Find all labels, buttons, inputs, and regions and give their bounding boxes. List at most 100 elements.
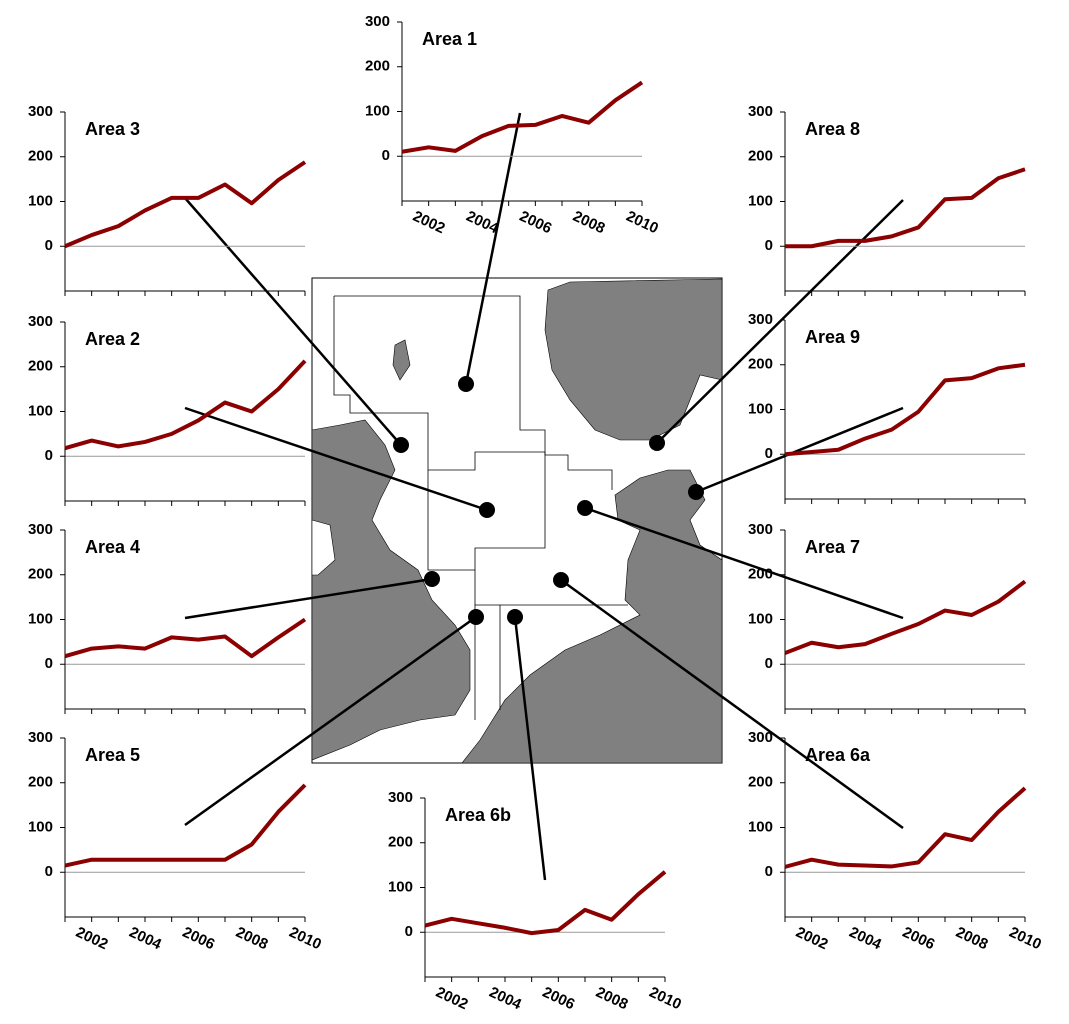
y-tick-label: 0 xyxy=(765,655,773,672)
y-tick-label: 200 xyxy=(365,58,390,75)
leader-line xyxy=(184,406,488,512)
x-tick-label: 2008 xyxy=(953,924,990,954)
data-line xyxy=(64,617,307,659)
x-tick-label: 2008 xyxy=(593,984,630,1014)
y-tick-label: 200 xyxy=(28,774,53,791)
area-dot xyxy=(393,437,409,453)
x-tick-label: 2002 xyxy=(793,924,830,954)
map-land-east xyxy=(461,278,723,764)
map-area-borders xyxy=(333,295,628,720)
leader-line xyxy=(695,406,904,494)
y-tick-label: 0 xyxy=(765,237,773,254)
area-dot xyxy=(507,609,523,625)
chart-panel: 0 100 200 300 2002 2004 2006 2008 2010 Area 6b xyxy=(388,789,684,1014)
x-tick-label: 2006 xyxy=(180,924,217,954)
y-tick-label: 100 xyxy=(28,402,53,419)
y-tick-label: 300 xyxy=(28,521,53,538)
x-tick-label: 2010 xyxy=(647,984,684,1014)
chart-title: Area 2 xyxy=(85,329,140,349)
y-tick-label: 100 xyxy=(748,818,773,835)
y-tick-label: 200 xyxy=(28,566,53,583)
x-tick-label: 2004 xyxy=(127,924,165,954)
y-tick-label: 0 xyxy=(45,655,53,672)
x-tick-label: 2004 xyxy=(847,924,885,954)
map-island xyxy=(392,339,411,381)
chart-panel: 0 100 200 300 Area 2 xyxy=(28,313,307,506)
y-tick-label: 100 xyxy=(748,610,773,627)
leader-line xyxy=(464,112,522,385)
map-land-britain xyxy=(311,419,471,761)
y-tick-label: 100 xyxy=(748,400,773,417)
map xyxy=(311,277,723,764)
x-tick-label: 2002 xyxy=(73,924,110,954)
chart-title: Area 9 xyxy=(805,327,860,347)
x-tick-label: 2008 xyxy=(233,924,270,954)
leader-lines xyxy=(184,112,904,881)
chart-panel: 0 100 200 300 Area 3 xyxy=(28,103,307,296)
x-tick-label: 2006 xyxy=(517,208,554,238)
y-tick-label: 0 xyxy=(45,447,53,464)
data-line xyxy=(784,579,1027,655)
y-tick-label: 100 xyxy=(748,192,773,209)
area-dot xyxy=(424,571,440,587)
x-tick-label: 2008 xyxy=(570,208,607,238)
data-line xyxy=(401,80,644,154)
y-tick-label: 0 xyxy=(45,863,53,880)
chart-title: Area 1 xyxy=(422,29,477,49)
x-tick-label: 2010 xyxy=(1007,924,1044,954)
leader-line xyxy=(560,578,904,830)
leader-line xyxy=(584,506,904,620)
y-tick-label: 200 xyxy=(748,566,773,583)
chart-panel: 0 100 200 300 Area 4 xyxy=(28,521,307,714)
y-tick-label: 300 xyxy=(748,311,773,328)
y-tick-label: 300 xyxy=(365,13,390,30)
y-tick-label: 100 xyxy=(28,818,53,835)
data-line xyxy=(64,359,307,451)
y-tick-label: 300 xyxy=(748,729,773,746)
x-tick-label: 2010 xyxy=(624,208,661,238)
data-line xyxy=(64,783,307,868)
y-tick-label: 200 xyxy=(748,356,773,373)
x-tick-label: 2002 xyxy=(410,208,447,238)
y-tick-label: 300 xyxy=(28,729,53,746)
leader-line xyxy=(184,615,477,827)
y-tick-label: 0 xyxy=(405,923,413,940)
leader-line xyxy=(513,616,547,881)
y-tick-label: 300 xyxy=(748,521,773,538)
area-dot xyxy=(479,502,495,518)
area-dot xyxy=(553,572,569,588)
map-sea-irish xyxy=(311,519,336,576)
leader-line xyxy=(184,197,402,446)
y-tick-label: 200 xyxy=(748,148,773,165)
chart-panel: 0 100 200 300 2002 2004 2006 2008 2010 Area 5 xyxy=(28,729,324,954)
data-line xyxy=(64,160,307,249)
chart-title: Area 8 xyxy=(805,119,860,139)
leader-line xyxy=(184,577,433,620)
chart-panel: 0 100 200 300 Area 7 xyxy=(748,521,1027,714)
data-line xyxy=(784,786,1027,869)
chart-title: Area 6b xyxy=(445,805,511,825)
x-tick-label: 2006 xyxy=(900,924,937,954)
chart-title: Area 7 xyxy=(805,537,860,557)
chart-title: Area 5 xyxy=(85,745,140,765)
chart-title: Area 4 xyxy=(85,537,140,557)
y-tick-label: 300 xyxy=(28,103,53,120)
chart-title: Area 6a xyxy=(805,745,871,765)
data-line xyxy=(424,870,667,936)
y-tick-label: 0 xyxy=(382,147,390,164)
y-tick-label: 200 xyxy=(28,148,53,165)
chart-panel: 0 100 200 300 2002 2004 2006 2008 2010 Area 6a xyxy=(748,729,1044,954)
area-dot xyxy=(649,435,665,451)
area-dot xyxy=(577,500,593,516)
area-dot xyxy=(468,609,484,625)
x-tick-label: 2010 xyxy=(287,924,324,954)
x-tick-label: 2004 xyxy=(487,984,525,1014)
y-tick-label: 0 xyxy=(765,445,773,462)
y-tick-label: 200 xyxy=(748,774,773,791)
y-tick-label: 200 xyxy=(28,358,53,375)
y-tick-label: 100 xyxy=(28,192,53,209)
area-dot xyxy=(688,484,704,500)
data-line xyxy=(784,362,1026,457)
